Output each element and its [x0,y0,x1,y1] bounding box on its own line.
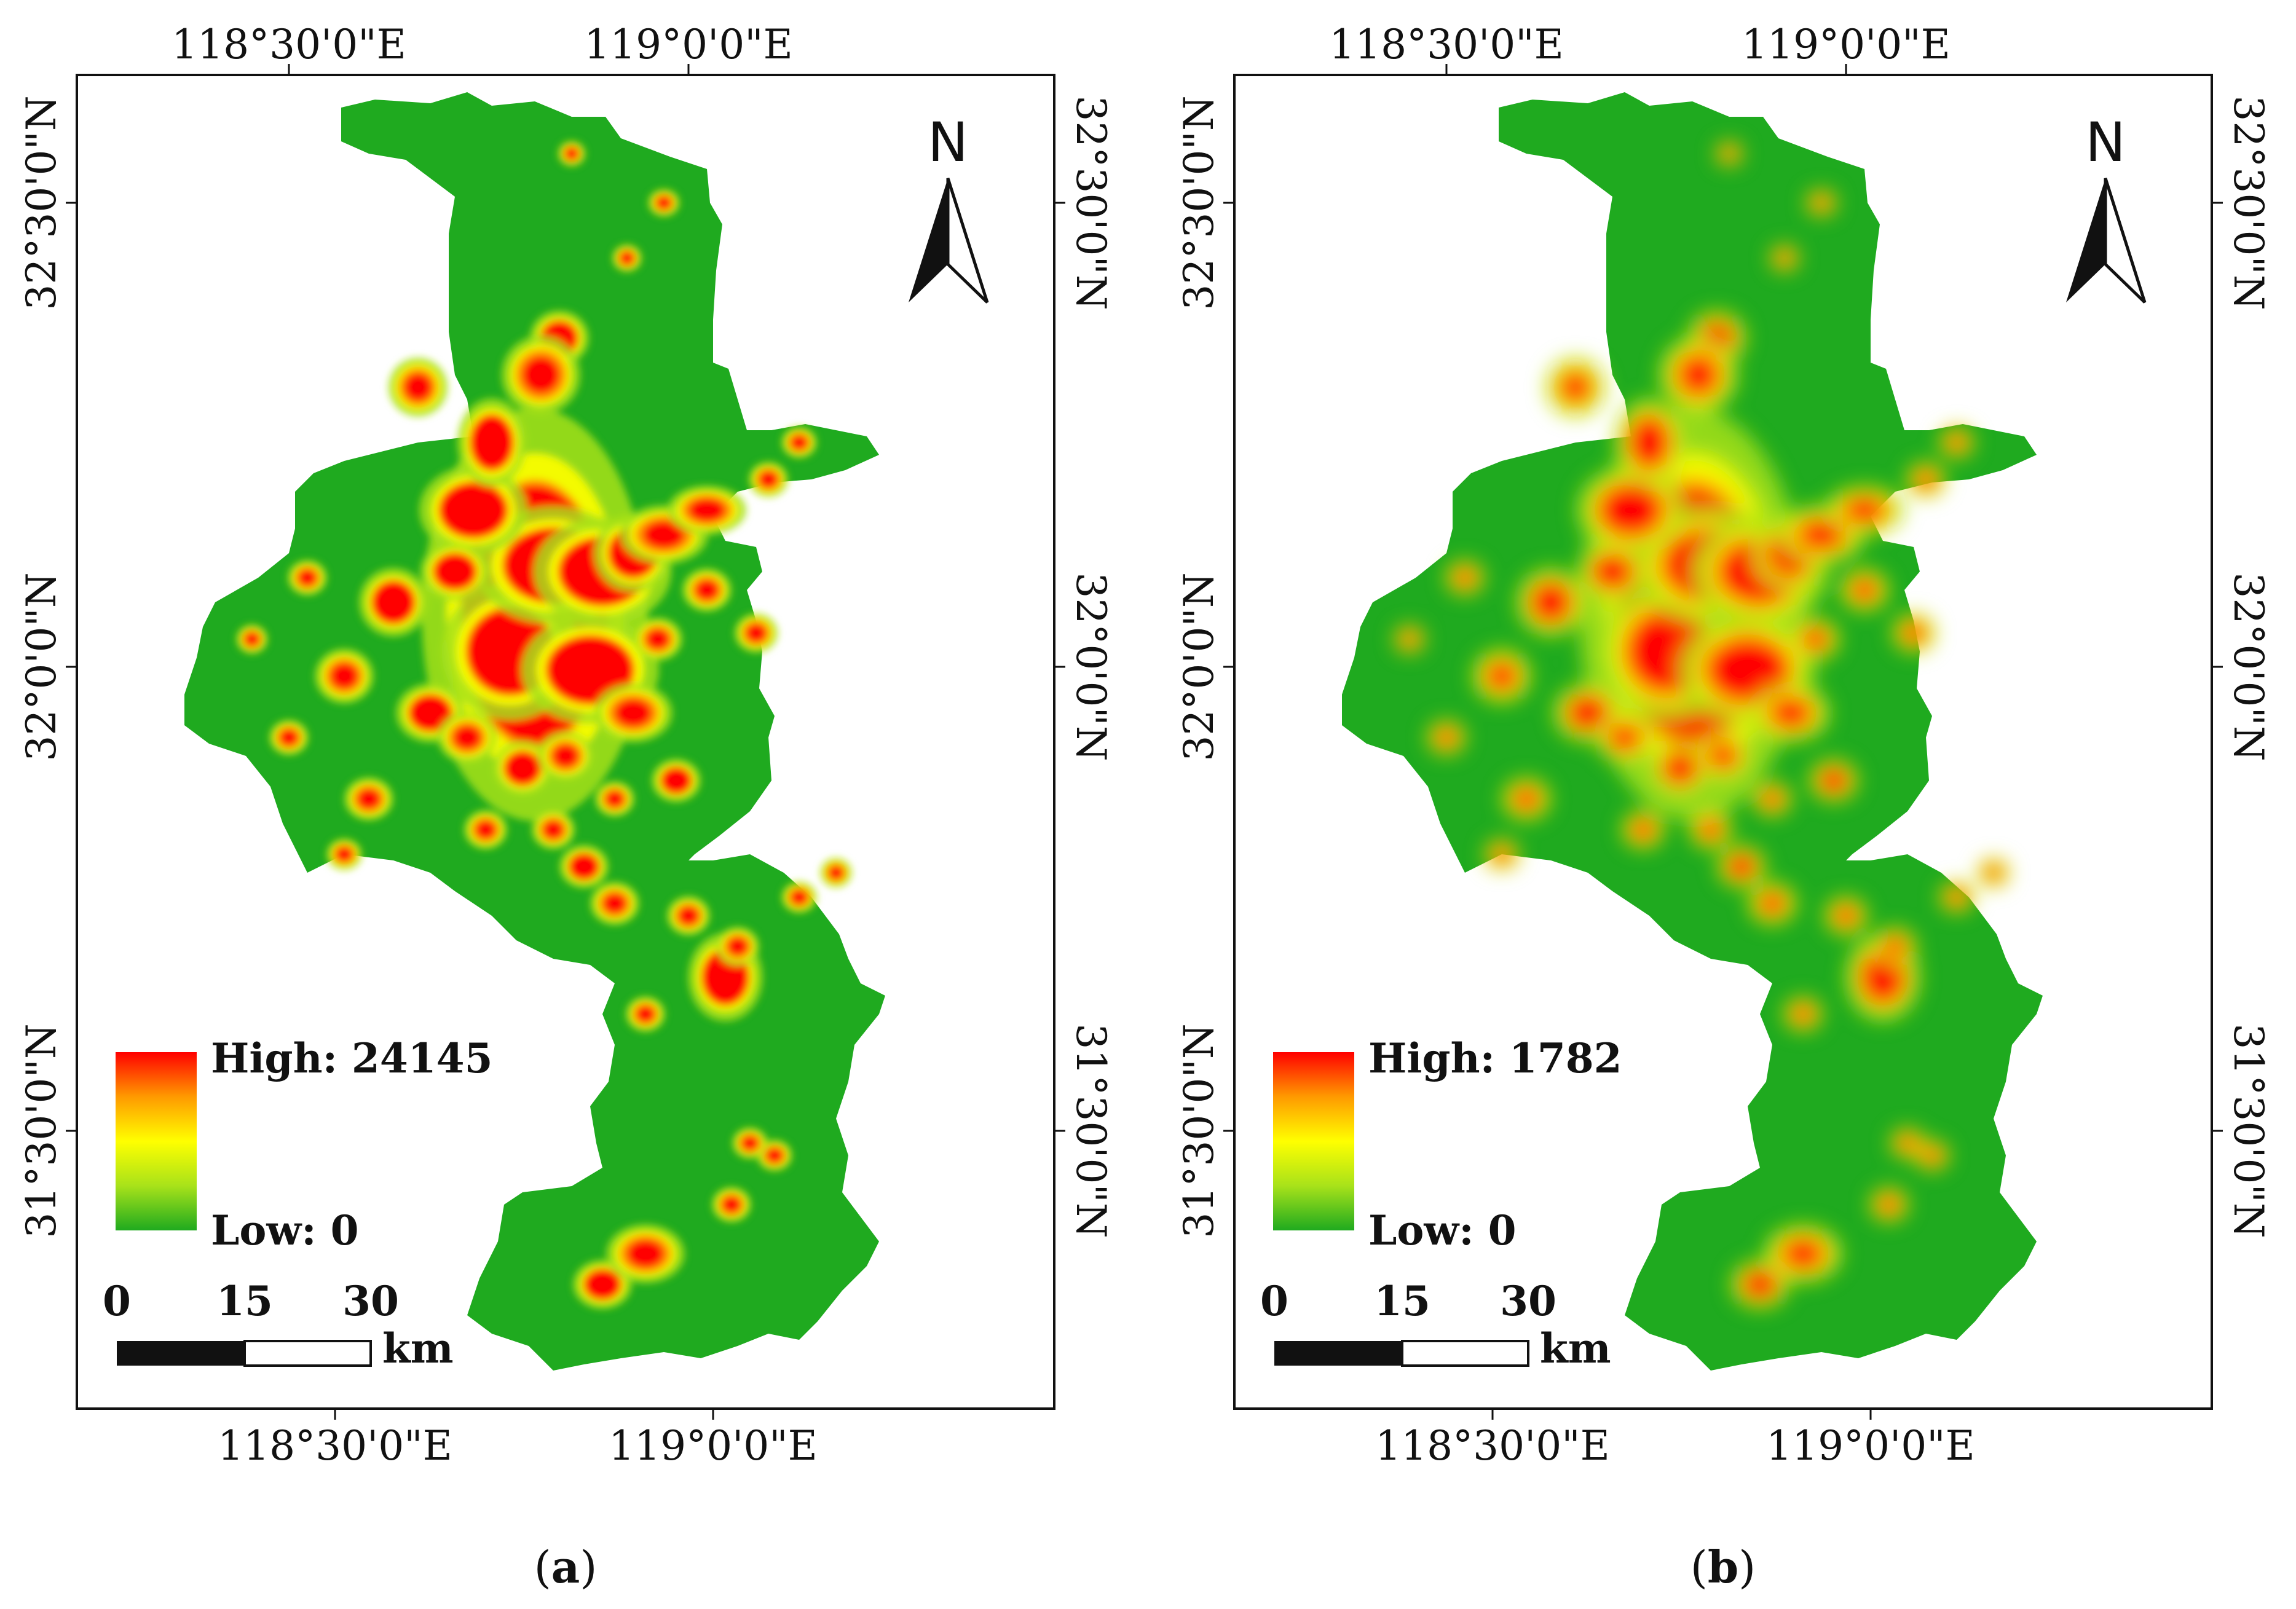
map-frame [1233,74,2213,1410]
left-latitude-label: 31°30'0"N [18,1023,65,1238]
right-latitude-label: 32°0'0"N [1067,572,1114,761]
right-latitude-label: 32°0'0"N [2225,572,2272,761]
right-latitude-label: 31°30'0"N [2225,1023,2272,1238]
right-latitude-label: 32°30'0"N [2225,95,2272,310]
bottom-longitude-label: 119°0'0"E [1766,1422,1975,1469]
legend-color-ramp [1273,1052,1354,1230]
legend-low-label: Low: 0 [211,1206,359,1254]
panel-caption: (a) [534,1541,598,1593]
legend-high-label: High: 1782 [1368,1034,1622,1082]
legend-high-label: High: 24145 [211,1034,493,1082]
right-latitude-label: 32°30'0"N [1067,95,1114,310]
graticule-ticks [66,64,1065,1420]
map-frame [76,74,1055,1410]
left-latitude-label: 32°30'0"N [18,95,65,310]
north-label: N [2085,111,2126,174]
bottom-longitude-label: 118°30'0"E [1375,1422,1610,1469]
north-arrow-icon: N [909,111,989,304]
scale-bar-unit: km [382,1324,454,1372]
left-latitude-label: 32°0'0"N [18,572,65,761]
scale-bar-tick-label: 0 [1260,1277,1288,1325]
scale-bar-tick-label: 15 [216,1277,273,1325]
right-latitude-label: 31°30'0"N [1067,1023,1114,1238]
legend-low-label: Low: 0 [1368,1206,1517,1254]
bottom-longitude-label: 118°30'0"E [218,1422,452,1469]
legend-color-ramp [116,1052,197,1230]
north-arrow-icon: N [2066,111,2147,304]
legend: High: 1782 Low: 0 [1273,1034,1622,1254]
left-latitude-label: 31°30'0"N [1175,1023,1223,1238]
bottom-longitude-label: 119°0'0"E [609,1422,818,1469]
map-panel-b: 118°30'0"E 119°0'0"E 118°30'0"E 119°0'0"E 32… [1175,21,2272,1593]
top-longitude-label: 118°30'0"E [1329,21,1564,68]
density-hotspots [236,141,852,1309]
scale-bar-tick-label: 30 [1500,1277,1556,1325]
scale-bar-tick-label: 0 [103,1277,131,1325]
north-label: N [928,111,968,174]
panel-caption: (b) [1690,1541,1756,1593]
density-hotspots [1394,141,2010,1309]
top-longitude-label: 119°0'0"E [584,21,793,68]
map-panel-a: 118°30'0"E 119°0'0"E 118°30'0"E 119°0'0"E 32… [18,21,1114,1593]
legend: High: 24145 Low: 0 [116,1034,493,1254]
scale-bar-tick-label: 30 [342,1277,399,1325]
scale-bar-tick-label: 15 [1374,1277,1430,1325]
top-longitude-label: 119°0'0"E [1742,21,1951,68]
top-longitude-label: 118°30'0"E [172,21,406,68]
graticule-ticks [1223,64,2223,1420]
left-latitude-label: 32°30'0"N [1175,95,1223,310]
scale-bar-unit: km [1540,1324,1611,1372]
left-latitude-label: 32°0'0"N [1175,572,1223,761]
